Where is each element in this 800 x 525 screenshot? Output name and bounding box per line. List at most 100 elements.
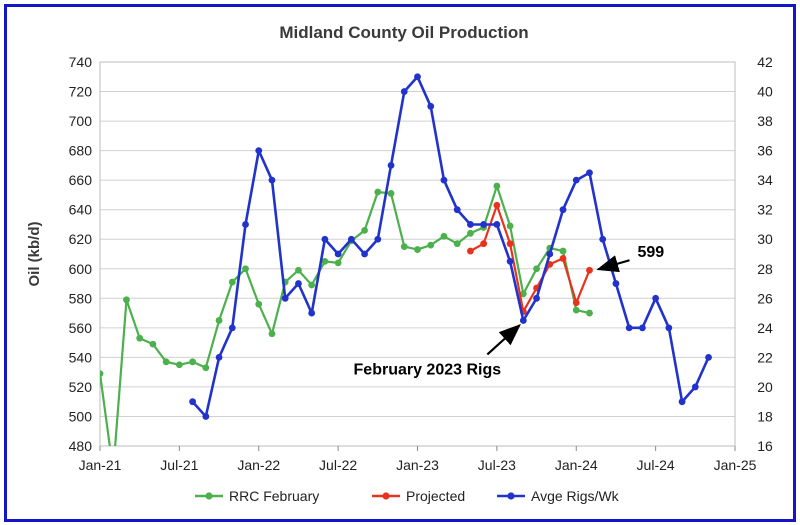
- x-tick-label: Jul-21: [160, 457, 198, 473]
- data-point-avge-rigs-wk: [546, 250, 554, 258]
- x-tick-label: Jan-21: [79, 457, 122, 473]
- data-point-avge-rigs-wk: [625, 324, 633, 332]
- y-axis-right: 16 18 20 22 24 26 28 30 32 34 36 38 40 42: [757, 54, 773, 454]
- y-tick-label-left: 720: [69, 84, 93, 100]
- data-point-avge-rigs-wk: [519, 317, 527, 324]
- x-axis: Jan-21 Jul-21 Jan-22 Jul-22 Jan-23 Jul-23 Jan-…: [79, 446, 757, 473]
- data-point-avge-rigs-wk: [387, 161, 395, 169]
- y-tick-label-right: 26: [757, 290, 773, 306]
- data-point-rrc-february: [387, 190, 395, 197]
- chart-title: Midland County Oil Production: [279, 23, 528, 42]
- data-point-rrc-february: [374, 188, 382, 196]
- x-tick-label: Jan-24: [555, 457, 598, 473]
- data-point-rrc-february: [123, 296, 130, 304]
- data-point-avge-rigs-wk: [572, 176, 580, 184]
- data-point-projected: [586, 266, 593, 274]
- data-point-rrc-february: [506, 222, 514, 230]
- annotation-arrow: [596, 255, 630, 273]
- series-line-avge-rigs-wk: [191, 75, 710, 418]
- data-point-rrc-february: [400, 243, 408, 251]
- data-point-avge-rigs-wk: [281, 294, 289, 302]
- data-point-projected: [493, 201, 501, 209]
- data-point-avge-rigs-wk: [665, 324, 673, 332]
- data-point-avge-rigs-wk: [559, 206, 567, 214]
- data-point-rrc-february: [440, 232, 448, 240]
- data-point-rrc-february: [427, 241, 435, 249]
- data-point-rrc-february: [493, 182, 501, 190]
- data-point-avge-rigs-wk: [453, 206, 461, 214]
- series-rrc-february: [100, 182, 593, 446]
- y-tick-label-right: 18: [757, 408, 773, 424]
- chart-frame: Midland County Oil Production 480 500 520 5…: [4, 4, 796, 522]
- data-point-rrc-february: [295, 266, 302, 274]
- data-point-rrc-february: [255, 300, 263, 308]
- legend-label: Projected: [406, 488, 465, 504]
- data-point-rrc-february: [268, 330, 276, 338]
- y-tick-label-right: 32: [757, 202, 773, 218]
- y-axis-title: Oil (kb/d): [26, 222, 43, 287]
- x-tick-label: Jul-22: [319, 457, 357, 473]
- data-point-rrc-february: [136, 334, 144, 342]
- data-point-rrc-february: [175, 361, 183, 369]
- y-tick-label-right: 20: [757, 379, 773, 395]
- data-point-avge-rigs-wk: [334, 250, 342, 258]
- y-tick-label-right: 34: [757, 172, 773, 188]
- y-tick-label-right: 30: [757, 231, 773, 247]
- y-tick-label-left: 680: [69, 143, 93, 159]
- data-point-avge-rigs-wk: [268, 176, 276, 184]
- x-tick-label: Jan-22: [237, 457, 280, 473]
- data-point-avge-rigs-wk: [361, 250, 368, 258]
- y-tick-label-left: 540: [69, 349, 93, 365]
- legend-item-avge-rigs-wk: Avge Rigs/Wk: [497, 488, 620, 504]
- x-tick-label: Jan-25: [714, 457, 757, 473]
- data-point-avge-rigs-wk: [295, 280, 302, 287]
- data-point-rrc-february: [321, 257, 329, 265]
- data-point-avge-rigs-wk: [493, 221, 501, 228]
- data-point-rrc-february: [559, 247, 567, 255]
- legend-swatch-marker: [205, 492, 213, 500]
- data-point-avge-rigs-wk: [678, 398, 686, 406]
- data-point-projected: [572, 299, 580, 307]
- data-point-rrc-february: [519, 290, 527, 298]
- data-point-rrc-february: [202, 364, 210, 372]
- data-point-projected: [467, 247, 474, 255]
- annotation-arrow: [486, 323, 521, 356]
- data-point-avge-rigs-wk: [242, 221, 249, 228]
- y-axis-left: 480 500 520 540 560 580 600 620 640 660 680 700 720 7…: [69, 54, 93, 454]
- data-point-avge-rigs-wk: [374, 235, 382, 243]
- data-point-avge-rigs-wk: [586, 169, 593, 177]
- data-point-rrc-february: [586, 309, 593, 317]
- data-point-avge-rigs-wk: [638, 324, 646, 332]
- data-point-rrc-february: [149, 340, 157, 348]
- series-line-projected: [469, 204, 591, 313]
- data-point-avge-rigs-wk: [189, 398, 197, 406]
- data-point-avge-rigs-wk: [506, 257, 514, 265]
- legend-swatch-marker: [507, 492, 515, 500]
- y-tick-label-left: 480: [69, 438, 93, 454]
- data-point-avge-rigs-wk: [347, 235, 355, 243]
- series-avge-rigs-wk: [189, 73, 712, 420]
- data-point-rrc-february: [334, 259, 342, 267]
- data-point-rrc-february: [361, 226, 368, 234]
- data-point-avge-rigs-wk: [215, 353, 223, 361]
- x-tick-label: Jul-23: [478, 457, 516, 473]
- data-point-projected: [480, 240, 488, 248]
- y-tick-label-right: 28: [757, 261, 773, 277]
- data-point-rrc-february: [215, 317, 223, 324]
- data-point-avge-rigs-wk: [705, 353, 712, 361]
- y-tick-label-left: 700: [69, 113, 93, 129]
- annotation-label: February 2023 Rigs: [354, 361, 502, 378]
- y-tick-label-right: 16: [757, 438, 773, 454]
- legend-item-projected: Projected: [372, 488, 465, 504]
- data-point-rrc-february: [189, 358, 197, 366]
- chart-svg: Midland County Oil Production 480 500 520 5…: [26, 23, 773, 504]
- data-point-rrc-february: [572, 306, 580, 314]
- legend-label: RRC February: [229, 488, 319, 504]
- y-tick-label-right: 42: [757, 54, 773, 70]
- data-point-avge-rigs-wk: [533, 294, 540, 302]
- y-tick-label-left: 740: [69, 54, 93, 70]
- y-tick-label-right: 40: [757, 84, 773, 100]
- y-tick-label-left: 500: [69, 408, 93, 424]
- data-point-avge-rigs-wk: [255, 147, 263, 155]
- y-tick-label-right: 24: [757, 320, 773, 336]
